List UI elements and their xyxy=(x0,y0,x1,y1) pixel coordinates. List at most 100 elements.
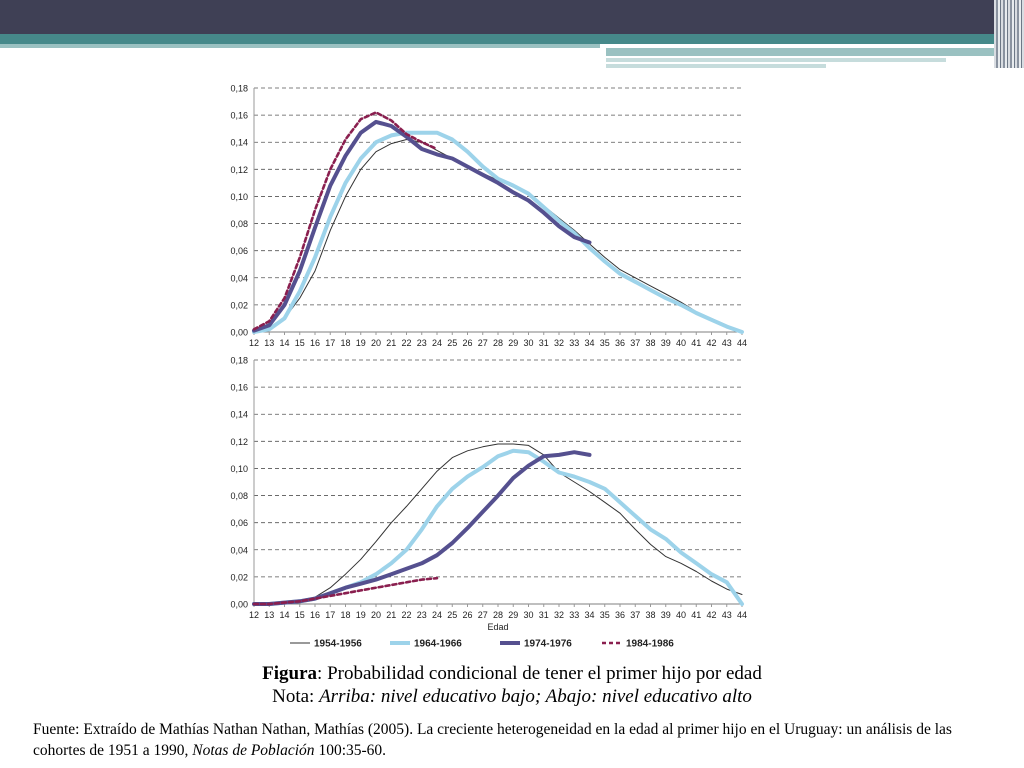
x-tick-label: 17 xyxy=(325,610,335,620)
x-tick-label: 44 xyxy=(737,610,747,620)
x-tick-label: 44 xyxy=(737,338,747,348)
x-tick-label: 41 xyxy=(691,610,701,620)
legend-label: 1984-1986 xyxy=(626,639,674,650)
source-prefix: Fuente: Extraído de Mathías Nathan Natha… xyxy=(33,721,952,759)
x-tick-label: 23 xyxy=(417,338,427,348)
x-tick-label: 32 xyxy=(554,338,564,348)
x-tick-label: 38 xyxy=(645,338,655,348)
x-tick-label: 36 xyxy=(615,338,625,348)
x-tick-label: 20 xyxy=(371,338,381,348)
y-tick-label: 0,12 xyxy=(230,165,248,175)
x-tick-label: 41 xyxy=(691,338,701,348)
slide-accent-line-short xyxy=(606,64,826,68)
x-tick-label: 24 xyxy=(432,610,442,620)
x-tick-label: 28 xyxy=(493,338,503,348)
x-tick-label: 40 xyxy=(676,610,686,620)
x-tick-label: 25 xyxy=(447,610,457,620)
y-tick-label: 0,14 xyxy=(230,410,248,420)
y-tick-label: 0,06 xyxy=(230,246,248,256)
source-suffix: 100:35-60. xyxy=(314,742,387,759)
x-tick-label: 35 xyxy=(600,610,610,620)
x-tick-label: 32 xyxy=(554,610,564,620)
x-tick-label: 39 xyxy=(661,338,671,348)
slide-accent-band xyxy=(0,34,1000,44)
x-tick-label: 33 xyxy=(569,338,579,348)
x-tick-label: 27 xyxy=(478,610,488,620)
x-tick-label: 29 xyxy=(508,610,518,620)
legend-label: 1954-1956 xyxy=(314,639,362,650)
x-tick-label: 35 xyxy=(600,338,610,348)
y-tick-label: 0,04 xyxy=(230,545,248,555)
source-journal: Notas de Población xyxy=(192,742,315,759)
figure-note: Nota: Arriba: nivel educativo bajo; Abaj… xyxy=(0,686,1024,708)
y-tick-label: 0,16 xyxy=(230,111,248,121)
legend-label: 1964-1966 xyxy=(414,639,462,650)
x-tick-label: 42 xyxy=(706,338,716,348)
x-tick-label: 37 xyxy=(630,610,640,620)
y-tick-label: 0,18 xyxy=(230,84,248,94)
source-citation: Fuente: Extraído de Mathías Nathan Natha… xyxy=(33,719,993,761)
note-label: Nota: xyxy=(272,686,320,707)
x-tick-label: 15 xyxy=(295,610,305,620)
figure-caption: Figura: Probabilidad condicional de tene… xyxy=(0,663,1024,685)
x-tick-label: 12 xyxy=(249,338,259,348)
x-tick-label: 30 xyxy=(523,338,533,348)
slide-accent-line xyxy=(606,58,946,62)
slide-accent-band-right xyxy=(606,48,996,56)
slide-top-bar xyxy=(0,0,1024,34)
y-tick-label: 0,16 xyxy=(230,383,248,393)
chart-figure: 0,00 0,02 0,04 0,06 0,08 0,10 0,12 0,14 0,16 0,18… xyxy=(230,84,747,650)
x-tick-label: 21 xyxy=(386,610,396,620)
x-tick-label: 16 xyxy=(310,610,320,620)
x-tick-label: 21 xyxy=(386,338,396,348)
x-tick-label: 17 xyxy=(325,338,335,348)
series-line-1954-1956 xyxy=(253,443,743,605)
x-tick-label: 22 xyxy=(401,338,411,348)
x-tick-label: 37 xyxy=(630,338,640,348)
x-tick-label: 13 xyxy=(264,610,274,620)
x-tick-label: 39 xyxy=(661,610,671,620)
x-tick-label: 42 xyxy=(706,610,716,620)
y-tick-label: 0,10 xyxy=(230,464,248,474)
x-tick-label: 24 xyxy=(432,338,442,348)
x-tick-label: 28 xyxy=(493,610,503,620)
x-tick-label: 16 xyxy=(310,338,320,348)
x-tick-label: 34 xyxy=(584,610,594,620)
y-tick-label: 0,04 xyxy=(230,273,248,283)
x-tick-label: 36 xyxy=(615,610,625,620)
x-tick-label: 19 xyxy=(356,338,366,348)
x-tick-label: 23 xyxy=(417,610,427,620)
x-tick-label: 14 xyxy=(279,610,289,620)
x-tick-label: 20 xyxy=(371,610,381,620)
x-tick-label: 27 xyxy=(478,338,488,348)
x-tick-label: 19 xyxy=(356,610,366,620)
series-line-1964-1966 xyxy=(252,130,744,334)
x-tick-label: 33 xyxy=(569,610,579,620)
x-tick-label: 30 xyxy=(523,610,533,620)
y-tick-label: 0,00 xyxy=(230,328,248,338)
legend-label: 1974-1976 xyxy=(524,639,572,650)
y-tick-label: 0,18 xyxy=(230,356,248,366)
y-tick-label: 0,02 xyxy=(230,300,248,310)
x-tick-label: 29 xyxy=(508,338,518,348)
y-tick-label: 0,08 xyxy=(230,491,248,501)
y-tick-label: 0,02 xyxy=(230,572,248,582)
y-tick-label: 0,10 xyxy=(230,192,248,202)
series-line-1954-1956 xyxy=(253,139,743,333)
x-tick-label: 38 xyxy=(645,610,655,620)
x-tick-label: 40 xyxy=(676,338,686,348)
series-line-1974-1976 xyxy=(252,119,592,333)
slide-accent-band-light xyxy=(0,44,600,48)
x-tick-label: 25 xyxy=(447,338,457,348)
note-text: Arriba: nivel educativo bajo; Abajo: niv… xyxy=(319,686,752,707)
y-tick-label: 0,12 xyxy=(230,437,248,447)
x-tick-label: 12 xyxy=(249,610,259,620)
figure-title: : Probabilidad condicional de tener el p… xyxy=(317,663,762,684)
x-tick-label: 18 xyxy=(340,610,350,620)
x-tick-label: 31 xyxy=(539,610,549,620)
x-tick-label: 31 xyxy=(539,338,549,348)
x-tick-label: 43 xyxy=(722,338,732,348)
series-line-1984-1986 xyxy=(252,576,439,606)
series-line-1964-1966 xyxy=(252,448,744,606)
y-tick-label: 0,08 xyxy=(230,219,248,229)
